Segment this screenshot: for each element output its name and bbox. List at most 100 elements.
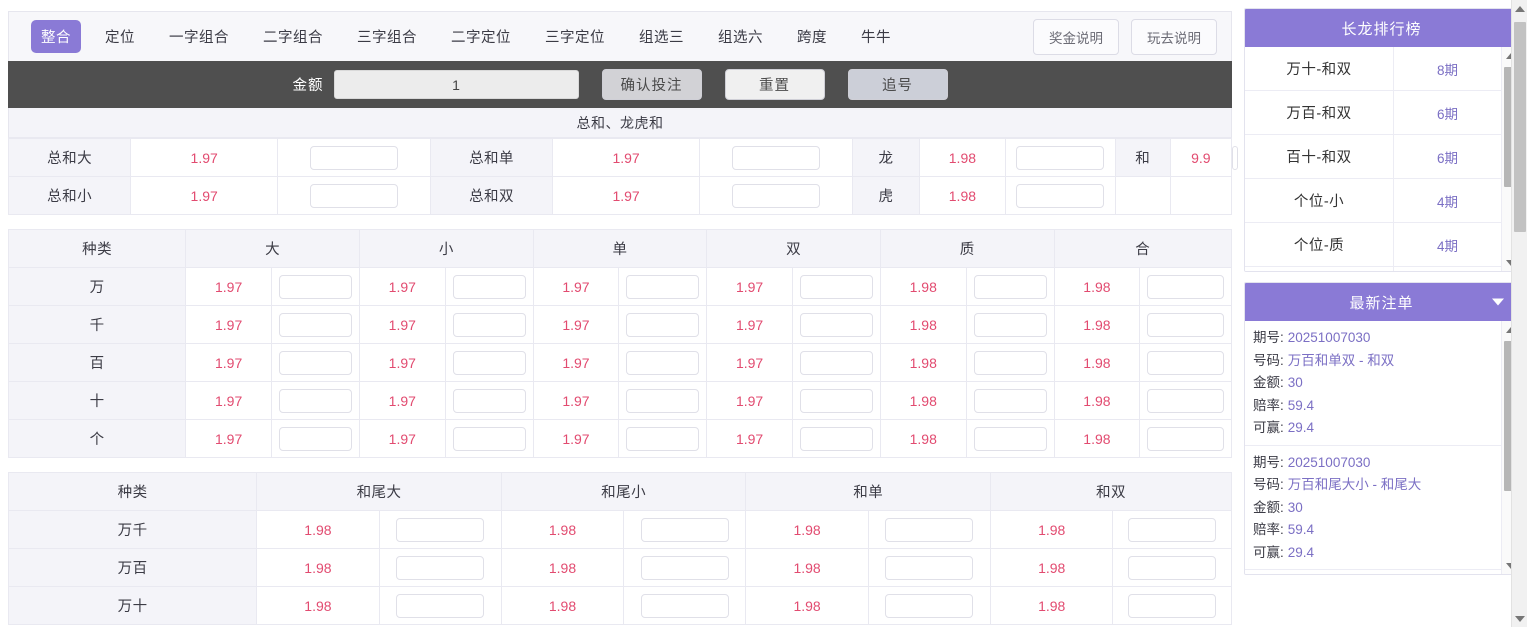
- bet-stake-input[interactable]: [640, 517, 729, 542]
- sum-stake-input[interactable]: [1016, 145, 1105, 170]
- row-label: 万十: [7, 586, 258, 625]
- bet-stake-input[interactable]: [396, 593, 485, 618]
- bet-odds: 1.98: [500, 586, 625, 625]
- tab-8[interactable]: 组选六: [718, 30, 763, 46]
- bet-stake-input[interactable]: [626, 274, 700, 299]
- page-scroll-up-icon[interactable]: [1512, 0, 1527, 17]
- page-scrollbar[interactable]: [1511, 0, 1527, 627]
- tab-7[interactable]: 组选三: [639, 30, 684, 46]
- scroll-down-arrow-icon[interactable]: [1502, 254, 1518, 271]
- order-field-label-issue: 期号:: [1253, 454, 1284, 470]
- bet-stake-input[interactable]: [973, 312, 1047, 337]
- sumtail-bets-table: 种类 和尾大 和尾小 和单 和双 万千 1.98 1.98 1.98 1.98 万百 1.98 1.9…: [7, 472, 1232, 625]
- latest-orders-header[interactable]: 最新注单: [1245, 283, 1518, 321]
- page-scroll-thumb[interactable]: [1514, 22, 1526, 232]
- chevron-down-icon[interactable]: [1492, 298, 1504, 306]
- bet-stake-input[interactable]: [1128, 593, 1217, 618]
- bet-stake-input[interactable]: [640, 593, 729, 618]
- confirm-bet-button[interactable]: 确认投注: [601, 69, 702, 100]
- scroll-down-arrow-icon[interactable]: [1502, 557, 1518, 574]
- chase-number-button[interactable]: 追号: [847, 69, 948, 100]
- order-list-item[interactable]: 期号: 20251007030 号码: 万百和单双 - 和双 金额: 30 赔率: 59.4 可…: [1245, 321, 1501, 446]
- bet-stake-input[interactable]: [640, 555, 729, 580]
- bet-stake-input[interactable]: [1147, 312, 1224, 337]
- bet-stake-input[interactable]: [452, 388, 526, 413]
- rank-list-item[interactable]: 万个-龙4期: [1245, 267, 1501, 271]
- tab-1[interactable]: 定位: [105, 30, 135, 46]
- scroll-up-arrow-icon[interactable]: [1502, 47, 1518, 64]
- play-rules-button[interactable]: 玩去说明: [1131, 18, 1217, 55]
- bet-stake-input[interactable]: [973, 388, 1047, 413]
- bet-stake-input[interactable]: [452, 350, 526, 375]
- bet-stake-input[interactable]: [1128, 555, 1217, 580]
- bet-stake-cell: [444, 343, 534, 382]
- sum-bet-stake-cell: [698, 138, 853, 177]
- bet-stake-input[interactable]: [452, 312, 526, 337]
- page-scroll-down-icon[interactable]: [1512, 610, 1527, 627]
- tab-3[interactable]: 二字组合: [263, 30, 323, 46]
- rank-list-item[interactable]: 百十-和双 6期: [1245, 135, 1501, 179]
- bet-stake-input[interactable]: [799, 274, 873, 299]
- bet-stake-cell: [623, 548, 747, 587]
- rank-list-item[interactable]: 个位-小 4期: [1245, 179, 1501, 223]
- tab-9[interactable]: 跨度: [797, 30, 827, 46]
- bet-stake-input[interactable]: [1147, 388, 1224, 413]
- bet-stake-input[interactable]: [799, 312, 873, 337]
- bet-stake-input[interactable]: [626, 350, 700, 375]
- bet-stake-input[interactable]: [799, 350, 873, 375]
- bet-stake-input[interactable]: [396, 555, 485, 580]
- bet-stake-cell: [965, 343, 1055, 382]
- bet-odds: 1.98: [1053, 343, 1141, 382]
- bet-stake-input[interactable]: [799, 388, 873, 413]
- bet-stake-input[interactable]: [278, 350, 353, 375]
- position-table-row: 百 1.97 1.97 1.97 1.97 1.98 1.98: [7, 343, 1232, 382]
- bet-stake-input[interactable]: [1147, 426, 1224, 451]
- bet-stake-input[interactable]: [1128, 517, 1217, 542]
- bet-stake-input[interactable]: [973, 426, 1047, 451]
- bet-stake-input[interactable]: [1147, 350, 1224, 375]
- bet-stake-input[interactable]: [885, 593, 974, 618]
- tab-6[interactable]: 三字定位: [545, 30, 605, 46]
- tab-10[interactable]: 牛牛: [861, 30, 891, 46]
- bet-stake-input[interactable]: [626, 312, 700, 337]
- bet-stake-input[interactable]: [278, 426, 353, 451]
- bet-stake-input[interactable]: [973, 350, 1047, 375]
- tab-0[interactable]: 整合: [31, 20, 81, 53]
- table-gap-1: [0, 215, 1240, 229]
- bet-stake-cell: [1112, 586, 1232, 625]
- bet-stake-input[interactable]: [885, 517, 974, 542]
- rank-list-item[interactable]: 个位-质 4期: [1245, 223, 1501, 267]
- sum-stake-input[interactable]: [309, 145, 398, 170]
- bet-stake-input[interactable]: [278, 274, 353, 299]
- bonus-rules-button[interactable]: 奖金说明: [1033, 18, 1119, 55]
- sum-stake-input[interactable]: [1231, 145, 1238, 170]
- bet-stake-input[interactable]: [973, 274, 1047, 299]
- tab-2[interactable]: 一字组合: [169, 30, 229, 46]
- bet-stake-input[interactable]: [278, 388, 353, 413]
- order-list-item[interactable]: 期号: 20251007030 号码: 万百和尾大小 - 和尾大 金额: 30 赔率: 59.…: [1245, 446, 1501, 570]
- scroll-up-arrow-icon[interactable]: [1502, 321, 1518, 338]
- bet-stake-input[interactable]: [452, 274, 526, 299]
- sum-stake-input[interactable]: [731, 183, 820, 208]
- order-field-issue: 期号: 20251007030: [1253, 452, 1501, 475]
- bet-stake-input[interactable]: [626, 426, 700, 451]
- tab-5[interactable]: 二字定位: [451, 30, 511, 46]
- bet-stake-input[interactable]: [278, 312, 353, 337]
- bet-stake-input[interactable]: [799, 426, 873, 451]
- tab-4[interactable]: 三字组合: [357, 30, 417, 46]
- bet-stake-input[interactable]: [1147, 274, 1224, 299]
- sum-bet-odds: 1.97: [130, 138, 279, 177]
- sum-stake-input[interactable]: [309, 183, 398, 208]
- bet-stake-input[interactable]: [452, 426, 526, 451]
- sum-stake-input[interactable]: [1016, 183, 1105, 208]
- amount-input[interactable]: [333, 70, 579, 99]
- rank-list-item[interactable]: 万十-和双 8期: [1245, 47, 1501, 91]
- sum-stake-input[interactable]: [731, 145, 820, 170]
- bet-stake-input[interactable]: [885, 555, 974, 580]
- rank-list-item[interactable]: 万百-和双 6期: [1245, 91, 1501, 135]
- bet-stake-input[interactable]: [626, 388, 700, 413]
- bet-odds: 1.97: [706, 305, 793, 344]
- bet-odds: 1.98: [745, 510, 869, 549]
- reset-button[interactable]: 重置: [724, 69, 825, 100]
- bet-stake-input[interactable]: [396, 517, 485, 542]
